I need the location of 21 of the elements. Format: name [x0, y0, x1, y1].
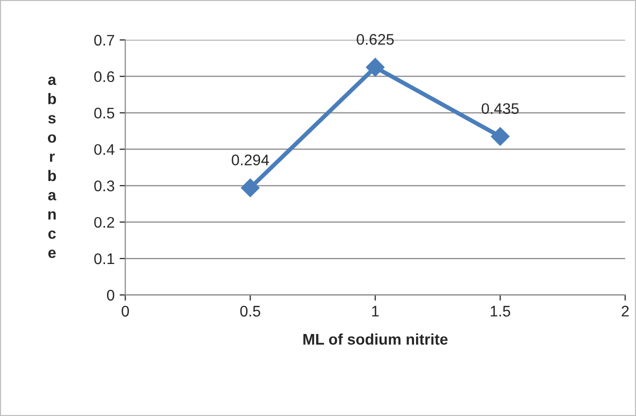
y-tick-label: 0.6	[94, 71, 114, 82]
point	[366, 58, 385, 77]
x-tick-label: 0.5	[240, 306, 260, 317]
y-tick-label: 0.1	[94, 253, 114, 264]
x-tick-label: 0	[122, 306, 129, 317]
data-label: 0.625	[356, 34, 394, 45]
y-tick-label: 0	[106, 290, 114, 301]
data-label: 0.435	[482, 103, 519, 114]
y-tick-label: 0.3	[94, 180, 114, 192]
data-label: 0.294	[232, 154, 269, 166]
point	[240, 178, 260, 198]
y-tick-label: 0.4	[94, 144, 114, 155]
x-tick-label: 2	[622, 306, 629, 316]
x-axis-title: ML of sodium nitrite	[303, 333, 448, 345]
y-tick-label: 0.2	[94, 216, 114, 228]
x-tick-label: 1	[372, 306, 379, 316]
y-tick-label: 0.7	[94, 34, 114, 46]
text: absorbance	[48, 76, 56, 258]
point	[490, 127, 510, 146]
x-tick-label: 1.5	[490, 306, 510, 317]
y-tick-label: 0.5	[94, 108, 114, 118]
